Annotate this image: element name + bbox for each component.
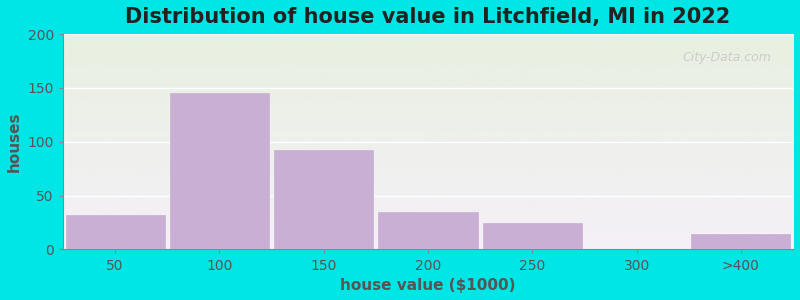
Bar bbox=[691, 234, 790, 250]
Bar bbox=[66, 215, 165, 250]
Bar bbox=[274, 150, 374, 250]
Y-axis label: houses: houses bbox=[7, 112, 22, 172]
Bar bbox=[482, 223, 582, 250]
Bar bbox=[378, 212, 478, 250]
Text: City-Data.com: City-Data.com bbox=[682, 51, 771, 64]
Bar bbox=[170, 93, 269, 250]
Title: Distribution of house value in Litchfield, MI in 2022: Distribution of house value in Litchfiel… bbox=[126, 7, 730, 27]
X-axis label: house value ($1000): house value ($1000) bbox=[340, 278, 516, 293]
